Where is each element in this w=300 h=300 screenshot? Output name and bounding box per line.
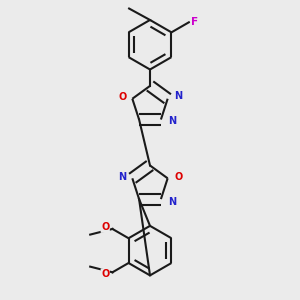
Text: N: N bbox=[174, 91, 183, 101]
Text: N: N bbox=[168, 196, 176, 207]
Text: O: O bbox=[118, 92, 127, 102]
Text: O: O bbox=[101, 269, 110, 279]
Text: O: O bbox=[101, 222, 110, 233]
Text: N: N bbox=[168, 116, 176, 126]
Text: N: N bbox=[118, 172, 127, 182]
Text: F: F bbox=[191, 17, 198, 27]
Text: O: O bbox=[174, 172, 183, 182]
